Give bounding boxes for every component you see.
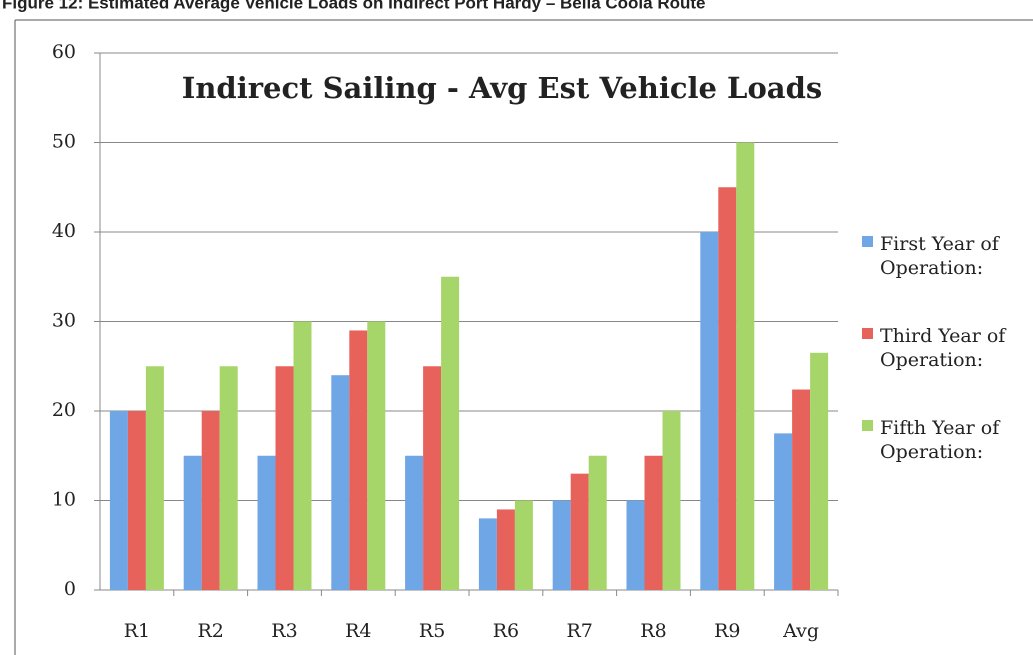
bar — [441, 276, 460, 590]
bar — [145, 366, 164, 590]
bar — [201, 411, 220, 590]
x-tick-label: R9 — [714, 620, 740, 642]
legend-label: First Year of Operation: — [880, 233, 999, 279]
x-tick-label: R7 — [566, 620, 592, 642]
bar — [405, 455, 424, 590]
y-tick-label: 30 — [52, 310, 76, 332]
bar — [514, 500, 533, 590]
y-tick-label: 0 — [64, 578, 76, 600]
legend-swatch — [862, 328, 873, 339]
bar — [774, 433, 793, 590]
bar — [367, 321, 386, 590]
bar — [349, 330, 368, 590]
bar — [478, 518, 497, 590]
bar — [275, 366, 294, 590]
bar — [792, 389, 811, 590]
bar — [183, 455, 202, 590]
x-tick-label: R3 — [271, 620, 297, 642]
bar — [257, 455, 276, 590]
bar — [588, 455, 607, 590]
legend-label: Fifth Year of Operation: — [880, 417, 1000, 463]
legend-label: Third Year of Operation: — [880, 325, 1006, 371]
y-tick-label: 60 — [52, 41, 76, 63]
x-tick-label: R1 — [124, 620, 150, 642]
bar — [423, 366, 442, 590]
y-tick-label: 50 — [52, 131, 76, 153]
legend-swatch — [862, 236, 873, 247]
bar — [718, 187, 737, 590]
bar — [736, 142, 755, 590]
bar — [626, 500, 645, 590]
y-tick-label: 10 — [52, 489, 76, 511]
bar — [109, 411, 128, 590]
bar — [662, 411, 681, 590]
x-tick-label: R6 — [493, 620, 519, 642]
bar — [570, 473, 589, 590]
chart-title: Indirect Sailing - Avg Est Vehicle Loads — [182, 71, 822, 105]
bar — [552, 500, 571, 590]
bar — [331, 375, 350, 590]
y-tick-label: 40 — [52, 220, 76, 242]
x-tick-label: R5 — [419, 620, 445, 642]
bar — [219, 366, 238, 590]
bar — [496, 509, 515, 590]
caption: Figure 12: Estimated Average Vehicle Loa… — [2, 0, 705, 12]
x-tick-label: R4 — [345, 620, 371, 642]
bar — [127, 411, 146, 590]
bar — [810, 352, 829, 590]
x-tick-label: R8 — [640, 620, 666, 642]
bar — [700, 232, 719, 590]
bar — [644, 455, 663, 590]
x-tick-label: Avg — [782, 620, 819, 642]
x-tick-label: R2 — [197, 620, 223, 642]
bar — [293, 321, 312, 590]
y-tick-label: 20 — [52, 399, 76, 421]
legend-swatch — [862, 420, 873, 431]
